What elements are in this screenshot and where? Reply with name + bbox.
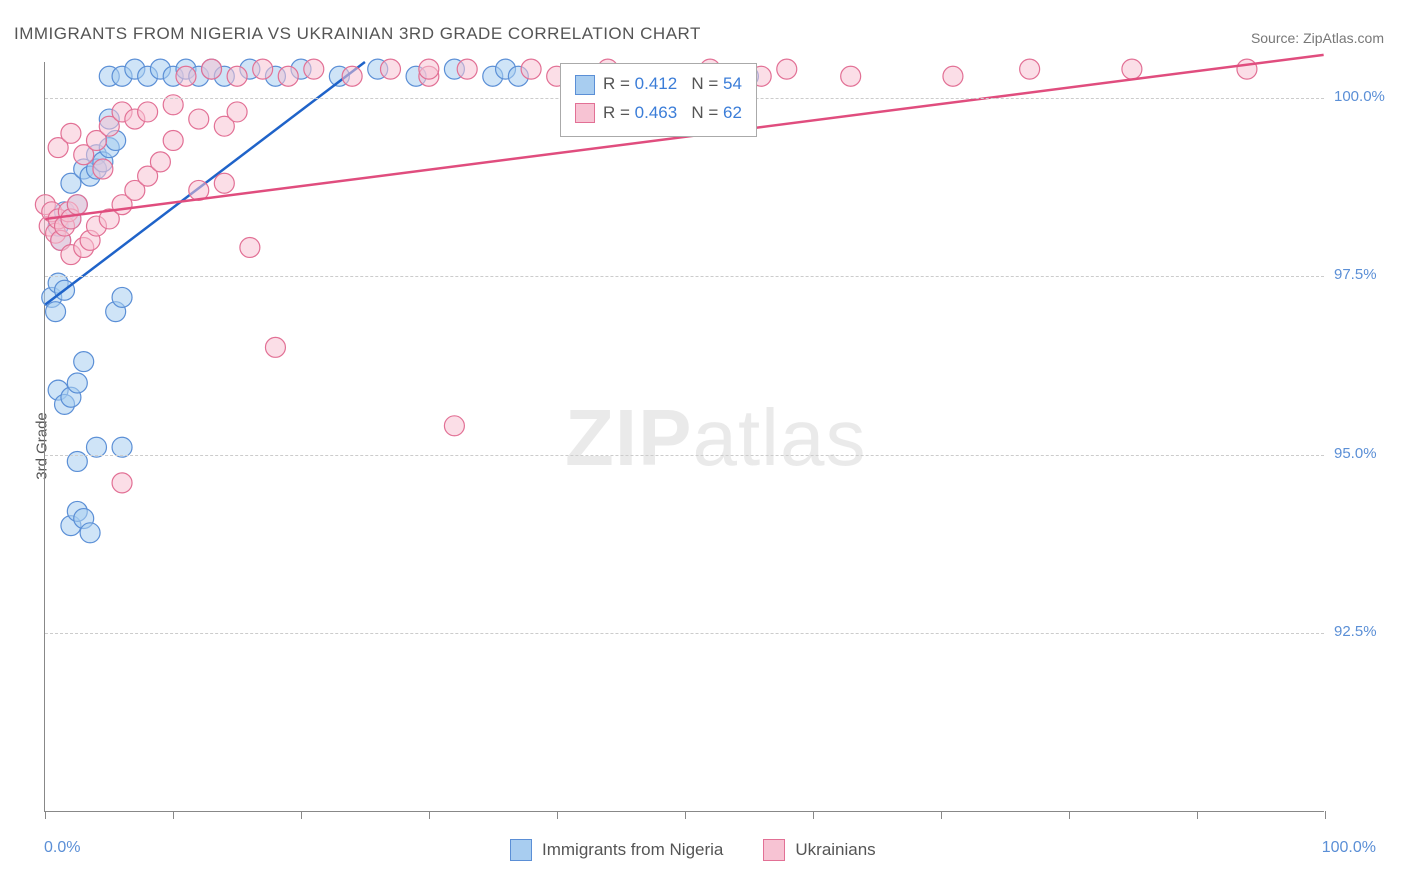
point-nigeria (80, 523, 100, 543)
y-tick-label: 97.5% (1334, 266, 1377, 283)
chart-title: IMMIGRANTS FROM NIGERIA VS UKRAINIAN 3RD… (14, 24, 701, 44)
point-ukrainians (265, 337, 285, 357)
x-tick (301, 811, 302, 819)
plot-svg (45, 62, 1324, 811)
n-value: 62 (723, 103, 742, 122)
point-ukrainians (381, 59, 401, 79)
swatch-icon (510, 839, 532, 861)
legend-item-nigeria: Immigrants from Nigeria (510, 839, 723, 861)
x-tick (173, 811, 174, 819)
legend-label: Ukrainians (795, 840, 875, 860)
point-nigeria (46, 302, 66, 322)
x-axis-max-label: 100.0% (1322, 839, 1376, 857)
point-ukrainians (419, 59, 439, 79)
point-ukrainians (214, 173, 234, 193)
r-value: 0.412 (635, 74, 678, 93)
source-label: Source: ZipAtlas.com (1251, 30, 1384, 46)
point-ukrainians (202, 59, 222, 79)
point-ukrainians (240, 237, 260, 257)
x-tick (1197, 811, 1198, 819)
point-nigeria (74, 352, 94, 372)
x-tick (429, 811, 430, 819)
x-tick (813, 811, 814, 819)
legend-label: Immigrants from Nigeria (542, 840, 723, 860)
point-ukrainians (278, 66, 298, 86)
point-ukrainians (150, 152, 170, 172)
point-ukrainians (521, 59, 541, 79)
y-tick-label: 100.0% (1334, 88, 1385, 105)
legend-item-ukrainians: Ukrainians (763, 839, 875, 861)
point-ukrainians (176, 66, 196, 86)
point-ukrainians (1122, 59, 1142, 79)
x-tick (685, 811, 686, 819)
gridline (45, 276, 1324, 277)
point-ukrainians (304, 59, 324, 79)
x-tick (1069, 811, 1070, 819)
point-ukrainians (93, 159, 113, 179)
gridline (45, 455, 1324, 456)
point-ukrainians (189, 109, 209, 129)
x-tick (1325, 811, 1326, 819)
point-ukrainians (841, 66, 861, 86)
point-ukrainians (67, 195, 87, 215)
y-tick-label: 92.5% (1334, 623, 1377, 640)
point-ukrainians (943, 66, 963, 86)
x-axis-min-label: 0.0% (44, 839, 80, 857)
point-ukrainians (342, 66, 362, 86)
x-tick (941, 811, 942, 819)
point-ukrainians (777, 59, 797, 79)
swatch-icon (763, 839, 785, 861)
point-ukrainians (1237, 59, 1257, 79)
gridline (45, 633, 1324, 634)
point-ukrainians (253, 59, 273, 79)
corr-row-nigeria: R = 0.412 N = 54 (575, 70, 742, 99)
point-ukrainians (112, 473, 132, 493)
point-ukrainians (227, 66, 247, 86)
point-ukrainians (61, 123, 81, 143)
point-nigeria (112, 287, 132, 307)
point-ukrainians (444, 416, 464, 436)
x-tick (557, 811, 558, 819)
point-ukrainians (457, 59, 477, 79)
x-tick (45, 811, 46, 819)
y-tick-label: 95.0% (1334, 445, 1377, 462)
corr-row-ukrainians: R = 0.463 N = 62 (575, 99, 742, 128)
point-ukrainians (163, 130, 183, 150)
plot-area: ZIPatlas (44, 62, 1324, 812)
series-legend: Immigrants from Nigeria Ukrainians (510, 839, 916, 866)
swatch-icon (575, 75, 595, 95)
point-ukrainians (1020, 59, 1040, 79)
correlation-legend: R = 0.412 N = 54R = 0.463 N = 62 (560, 63, 757, 137)
point-nigeria (67, 373, 87, 393)
n-value: 54 (723, 74, 742, 93)
point-ukrainians (227, 102, 247, 122)
point-ukrainians (138, 102, 158, 122)
chart-container: IMMIGRANTS FROM NIGERIA VS UKRAINIAN 3RD… (0, 0, 1406, 892)
swatch-icon (575, 103, 595, 123)
r-value: 0.463 (635, 103, 678, 122)
